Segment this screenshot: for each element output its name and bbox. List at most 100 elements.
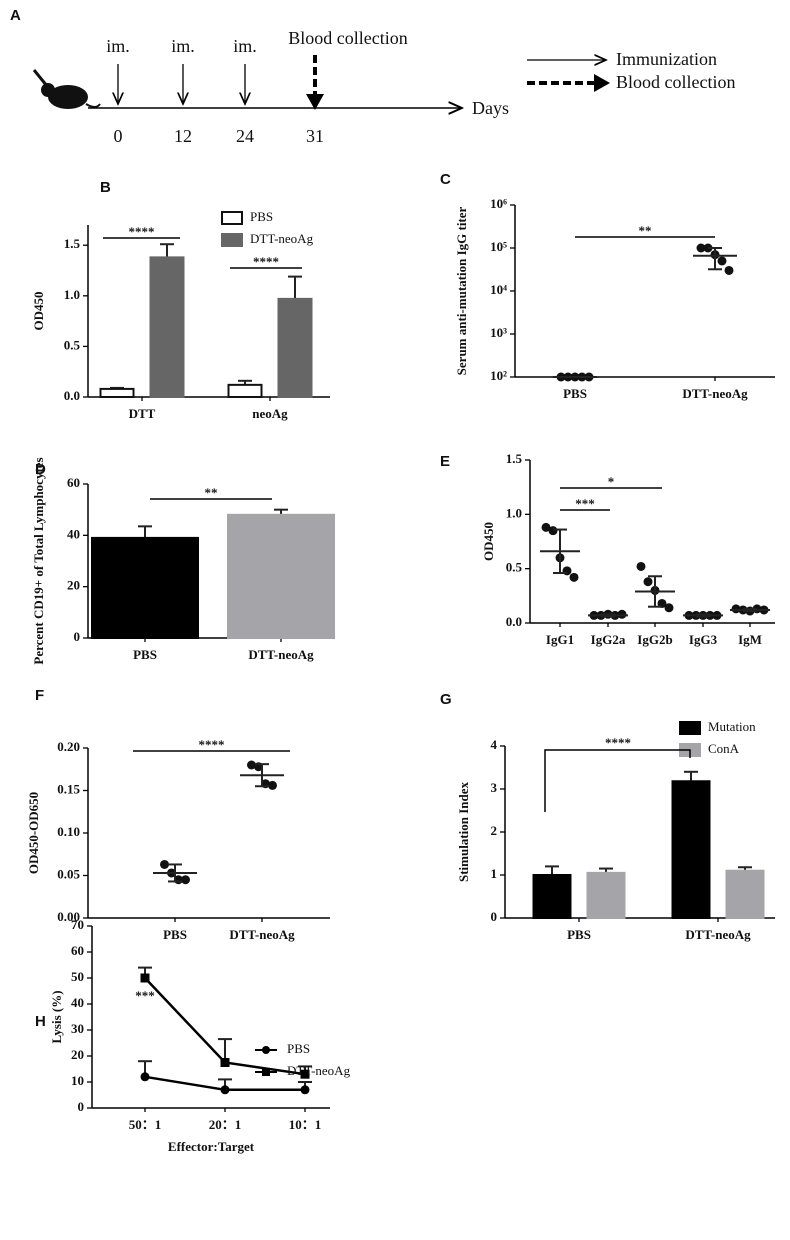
x-tick-label: DTT-neoAg	[685, 927, 751, 942]
significance-label: ***	[135, 988, 155, 1003]
legend-label: PBS	[250, 209, 273, 224]
y-tick-label: 20	[71, 1047, 84, 1062]
legend-swatch	[221, 211, 243, 225]
event-label: im.	[233, 36, 257, 56]
bar	[671, 780, 711, 920]
panel-label: G	[440, 691, 452, 708]
data-point	[569, 572, 579, 582]
y-tick-label: 10	[71, 1073, 84, 1088]
y-axis-label: Lysis (%)	[49, 990, 64, 1043]
y-tick-label: 0.20	[57, 739, 80, 754]
x-tick-label: IgG2b	[637, 632, 672, 647]
data-point	[247, 760, 256, 770]
x-tick-label: 10：1	[289, 1117, 322, 1132]
y-tick-label: 3	[491, 780, 498, 795]
y-axis-label: OD450	[481, 522, 496, 561]
y-tick-label: 10⁶	[490, 196, 507, 211]
significance-label: ****	[253, 254, 279, 269]
data-point	[724, 265, 734, 275]
significance-label: ****	[129, 224, 155, 239]
y-tick-label: 0	[491, 909, 498, 924]
y-tick-label: 1	[491, 866, 498, 881]
y-axis-label: OD450	[31, 292, 46, 331]
panel-label: E	[440, 453, 450, 470]
panel-label: C	[440, 171, 451, 188]
y-tick-label: 0.05	[57, 866, 80, 881]
y-tick-label: 30	[71, 1021, 84, 1036]
bar	[149, 256, 185, 398]
event-label: im.	[171, 36, 195, 56]
x-tick-label: neoAg	[252, 406, 288, 421]
arrowhead	[594, 74, 610, 92]
legend-label: DTT-neoAg	[250, 231, 314, 246]
data-point	[664, 603, 674, 613]
legend-label: DTT-neoAg	[287, 1063, 351, 1078]
data-point	[643, 577, 653, 587]
arrowhead	[306, 94, 324, 110]
y-tick-label: 1.0	[64, 287, 80, 302]
marker	[140, 1072, 150, 1082]
legend-label: Immunization	[616, 49, 717, 69]
data-point	[636, 561, 646, 571]
y-tick-label: 70	[71, 917, 84, 932]
day-label: 31	[306, 126, 324, 146]
data-point	[268, 780, 277, 790]
y-tick-label: 10³	[490, 325, 507, 340]
significance-label: ****	[605, 735, 631, 750]
marker	[140, 973, 150, 983]
bar	[532, 874, 572, 919]
bar	[99, 387, 135, 399]
data-point	[657, 598, 667, 608]
significance-label: ****	[199, 737, 225, 752]
y-axis-label: Serum anti-mutation IgG titer	[454, 206, 469, 375]
y-tick-label: 10⁵	[490, 239, 507, 254]
data-point	[548, 526, 558, 536]
y-tick-label: 40	[67, 526, 80, 541]
x-tick-label: PBS	[163, 927, 187, 942]
marker	[300, 1069, 310, 1079]
x-tick-label: PBS	[133, 647, 157, 662]
data-point	[541, 522, 551, 532]
legend-swatch	[221, 233, 243, 247]
significance-label: ***	[575, 496, 595, 511]
y-axis-label: Stimulation Index	[456, 781, 471, 882]
legend-label: ConA	[708, 741, 740, 756]
data-point	[731, 604, 741, 614]
bar	[586, 871, 626, 919]
axis-label: Days	[472, 98, 509, 118]
event-label: im.	[106, 36, 130, 56]
y-tick-label: 0.00	[57, 909, 80, 924]
y-axis-label: OD450-OD650	[26, 792, 41, 874]
y-tick-label: 1.0	[506, 505, 522, 520]
y-tick-label: 60	[67, 475, 80, 490]
legend-marker	[262, 1046, 270, 1054]
bar	[91, 536, 199, 640]
y-tick-label: 0.5	[64, 337, 81, 352]
x-tick-label: IgG2a	[591, 632, 626, 647]
marker	[220, 1085, 230, 1095]
panel-label: B	[100, 179, 111, 196]
significance-label: *	[608, 474, 615, 489]
x-tick-label: 50：1	[129, 1117, 162, 1132]
event-label: Blood collection	[288, 28, 407, 48]
bar	[227, 513, 335, 639]
legend-label: Blood collection	[616, 72, 735, 92]
y-tick-label: 10⁴	[490, 282, 507, 297]
panel-label: H	[35, 1013, 46, 1030]
data-point	[696, 243, 706, 253]
x-tick-label: IgG1	[546, 632, 574, 647]
y-axis-label: Percent CD19+ of Total Lymphocytes	[31, 457, 46, 664]
y-tick-label: 50	[71, 969, 84, 984]
x-tick-label: IgM	[738, 632, 762, 647]
legend-marker	[262, 1068, 270, 1076]
bar	[277, 297, 313, 398]
panel-label: F	[35, 687, 44, 704]
day-label: 12	[174, 126, 192, 146]
marker	[220, 1058, 230, 1067]
y-tick-label: 0.15	[57, 781, 80, 796]
x-tick-label: PBS	[563, 386, 587, 401]
x-tick-label: DTT-neoAg	[248, 647, 314, 662]
y-tick-label: 40	[71, 995, 84, 1010]
y-tick-label: 20	[67, 578, 80, 593]
